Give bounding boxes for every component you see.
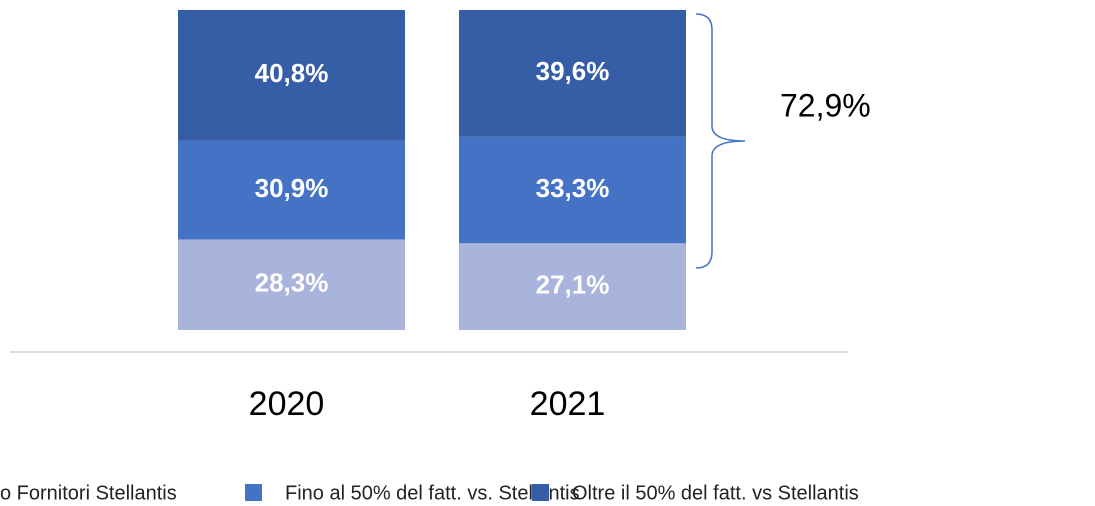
bar-segment [459, 243, 686, 330]
data-label: 30,9% [255, 173, 329, 203]
brace [695, 13, 746, 269]
bar-segment [459, 10, 686, 137]
data-label: 39,6% [536, 56, 610, 86]
bar-segment [178, 140, 405, 240]
legend-marker [532, 484, 549, 501]
data-label: 40,8% [255, 58, 329, 88]
legend-marker [245, 484, 262, 501]
bar-segment [178, 10, 405, 141]
data-label: 33,3% [536, 173, 610, 203]
legend-label: o Fornitori Stellantis [0, 482, 177, 504]
annotation: 72,9% [780, 87, 871, 123]
legend-label: Fino al 50% del fatt. vs. Stellantis [285, 482, 580, 504]
bar-segment [459, 136, 686, 244]
data-label: 28,3% [255, 268, 329, 298]
bar-segment [178, 239, 405, 330]
legend-label: Oltre il 50% del fatt. vs Stellantis [572, 482, 859, 504]
x-tick-label: 2021 [530, 385, 606, 423]
x-tick-label: 2020 [249, 385, 325, 423]
data-label: 27,1% [536, 270, 610, 300]
